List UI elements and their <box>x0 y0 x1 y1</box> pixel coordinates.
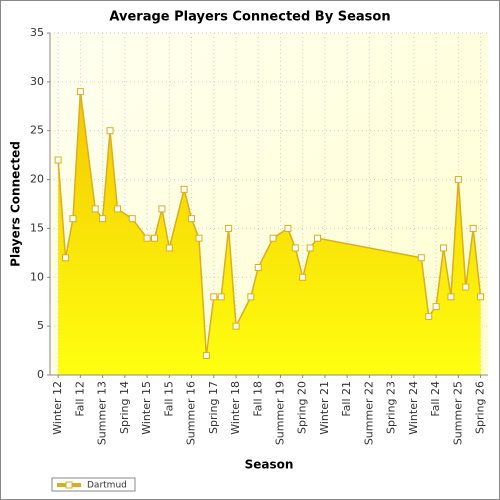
marker <box>269 234 277 242</box>
x-tick-label: Spring 26 <box>474 381 487 434</box>
marker <box>150 234 158 242</box>
marker <box>232 322 240 330</box>
marker <box>76 88 84 96</box>
marker <box>299 273 307 281</box>
marker <box>254 264 262 272</box>
marker <box>91 205 99 213</box>
marker <box>113 205 121 213</box>
marker <box>69 215 77 223</box>
x-tick-label: Fall 15 <box>162 381 175 417</box>
marker <box>143 234 151 242</box>
marker <box>417 254 425 262</box>
x-tick-label: Winter 18 <box>229 381 242 435</box>
marker <box>62 254 70 262</box>
x-tick-label: Fall 24 <box>429 381 442 417</box>
x-tick-label: Fall 12 <box>73 381 86 417</box>
y-tick-label: 0 <box>37 368 44 381</box>
marker <box>165 244 173 252</box>
marker <box>477 293 485 301</box>
marker <box>99 215 107 223</box>
x-tick-label: Summer 22 <box>362 381 375 445</box>
x-tick-label: Summer 25 <box>451 381 464 445</box>
marker <box>202 351 210 359</box>
marker <box>432 303 440 311</box>
marker <box>54 156 62 164</box>
x-tick-label: Winter 21 <box>318 381 331 435</box>
marker <box>454 176 462 184</box>
y-tick-label: 15 <box>30 221 44 234</box>
marker <box>158 205 166 213</box>
area <box>58 91 481 375</box>
marker <box>469 224 477 232</box>
x-tick-label: Winter 12 <box>51 381 64 435</box>
y-tick-label: 35 <box>30 26 44 39</box>
x-tick-label: Winter 24 <box>407 381 420 435</box>
x-tick-label: Winter 15 <box>140 381 153 435</box>
x-tick-label: Summer 16 <box>185 381 198 445</box>
marker <box>106 127 114 135</box>
marker <box>195 234 203 242</box>
marker <box>440 244 448 252</box>
marker <box>128 215 136 223</box>
marker <box>225 224 233 232</box>
marker <box>425 312 433 320</box>
x-tick-label: Summer 19 <box>273 381 286 445</box>
x-tick-label: Fall 18 <box>251 381 264 417</box>
y-tick-label: 30 <box>30 75 44 88</box>
marker <box>247 293 255 301</box>
legend-marker <box>65 481 73 489</box>
y-axis-title: Players Connected <box>9 141 23 267</box>
marker <box>314 234 322 242</box>
chart-title: Average Players Connected By Season <box>109 10 390 25</box>
marker <box>306 244 314 252</box>
marker <box>210 293 218 301</box>
x-tick-label: Spring 17 <box>207 381 220 434</box>
marker <box>188 215 196 223</box>
x-tick-label: Fall 21 <box>340 381 353 417</box>
x-tick-label: Spring 20 <box>296 381 309 434</box>
legend-label: Dartmud <box>87 481 127 491</box>
x-tick-label: Spring 23 <box>385 381 398 434</box>
x-axis-title: Season <box>245 458 294 472</box>
marker <box>180 185 188 193</box>
y-tick-label: 5 <box>37 319 44 332</box>
marker <box>217 293 225 301</box>
y-tick-label: 10 <box>30 270 44 283</box>
marker <box>462 283 470 291</box>
x-tick-label: Spring 14 <box>118 381 131 434</box>
marker <box>447 293 455 301</box>
marker <box>291 244 299 252</box>
y-tick-label: 25 <box>30 124 44 137</box>
x-tick-label: Summer 13 <box>96 381 109 445</box>
y-tick-label: 20 <box>30 173 44 186</box>
marker <box>284 224 292 232</box>
legend <box>51 477 136 492</box>
